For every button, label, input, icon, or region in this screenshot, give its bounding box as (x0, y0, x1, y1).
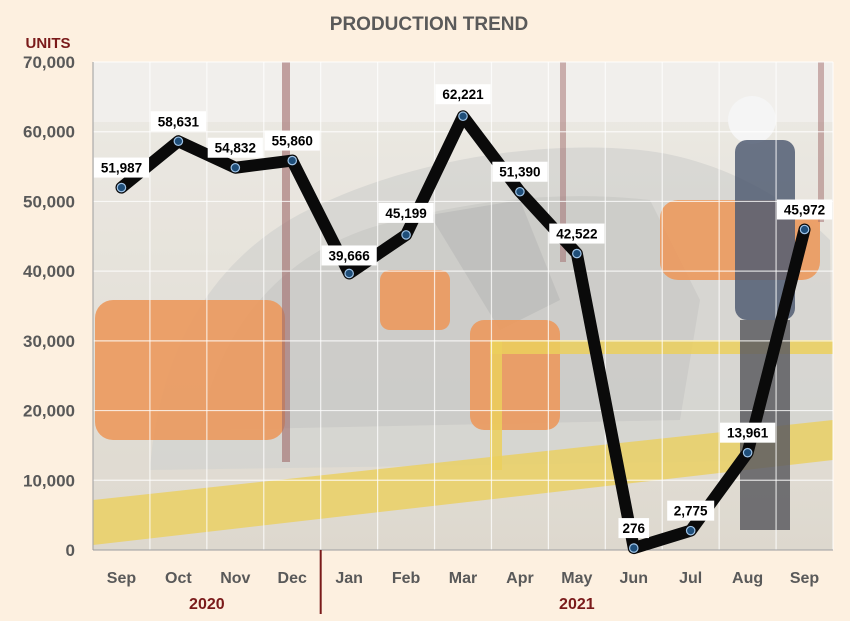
y-tick-label: 50,000 (23, 192, 75, 211)
x-tick-label: Apr (506, 570, 534, 587)
data-label-text: 62,221 (442, 87, 484, 102)
data-label: 58,631 (150, 111, 206, 132)
data-label-box (321, 245, 377, 266)
y-tick-label: 60,000 (23, 123, 75, 142)
x-tick-label: Aug (732, 570, 763, 587)
data-point-marker (742, 447, 753, 458)
x-tick-label: Feb (392, 570, 421, 587)
data-label: 39,666 (321, 245, 377, 266)
data-label-text: 39,666 (329, 248, 371, 263)
data-label-text: 2,775 (674, 504, 708, 519)
data-label-text: 13,961 (727, 426, 769, 441)
data-label-box (150, 111, 206, 132)
data-point-marker (685, 525, 696, 536)
data-label-text: 276 (623, 521, 646, 536)
y-axis-unit-label: UNITS (26, 35, 71, 52)
y-tick-label: 0 (66, 541, 75, 560)
data-point-marker (515, 186, 525, 197)
y-tick-label: 70,000 (23, 53, 75, 72)
data-point-marker (173, 136, 184, 147)
x-tick-label: May (561, 570, 592, 587)
data-label-box (93, 157, 150, 178)
data-point-marker (799, 224, 810, 235)
data-label: 62,221 (435, 84, 491, 105)
data-point-marker (116, 182, 127, 193)
y-tick-label: 20,000 (23, 402, 75, 421)
data-label-text: 55,860 (272, 134, 313, 149)
x-tick-label: Oct (165, 570, 192, 587)
data-label-box (549, 223, 605, 244)
data-label: 54,832 (207, 137, 263, 158)
data-label-text: 45,972 (784, 203, 825, 218)
data-label: 13,961 (720, 422, 776, 443)
data-point-marker (458, 111, 468, 122)
data-label-text: 51,987 (101, 161, 142, 176)
x-tick-label: Mar (449, 570, 477, 587)
factory-photo-background (93, 62, 833, 550)
data-label-box (667, 500, 715, 521)
data-point-marker (572, 248, 582, 259)
data-label-text: 51,390 (499, 165, 540, 180)
x-tick-label: Jan (335, 570, 363, 587)
data-label-box (264, 130, 320, 151)
data-label-text: 54,832 (215, 141, 256, 156)
data-point-marker (401, 230, 411, 240)
production-series (115, 110, 811, 555)
data-label-text: 45,199 (385, 206, 426, 221)
x-tick-label: Dec (278, 570, 307, 587)
data-label-box (207, 137, 263, 158)
data-label: 55,860 (264, 130, 320, 151)
x-tick-label: Sep (790, 570, 820, 587)
y-tick-label: 30,000 (23, 332, 75, 351)
data-label-text: 58,631 (158, 114, 200, 129)
data-label-box (776, 199, 833, 220)
year-label: 2020 (189, 596, 225, 613)
x-tick-label: Nov (220, 570, 250, 587)
y-tick-labels: 0 10,000 20,000 30,000 40,000 50,000 60,000 70,… (23, 53, 75, 560)
x-tick-label: Jul (679, 570, 702, 587)
data-label: 42,522 (549, 223, 605, 244)
data-label-box (618, 518, 650, 539)
year-group-labels: 2020 2021 (189, 596, 595, 613)
data-label-box (378, 202, 434, 223)
data-label: 45,199 (378, 202, 434, 223)
data-label-box (435, 84, 491, 105)
data-point-marker (287, 155, 298, 166)
x-tick-label: Sep (107, 570, 137, 587)
data-label-box (492, 161, 548, 182)
data-label: 2,775 (667, 500, 715, 521)
data-point-marker (344, 268, 354, 279)
data-label-box (720, 422, 776, 443)
x-tick-label: Jun (620, 570, 648, 587)
data-label: 276 (618, 518, 650, 539)
x-tick-labels: Sep Oct Nov Dec Jan Feb Mar Apr May Jun Jul Aug Sep (107, 570, 820, 587)
year-label: 2021 (559, 596, 595, 613)
y-tick-label: 40,000 (23, 262, 75, 281)
chart-title: PRODUCTION TREND (330, 14, 528, 35)
data-labels: 51,987 58,631 54,832 55,860 39,666 45,199 62,2… (93, 84, 833, 539)
data-point-marker (628, 543, 639, 553)
y-tick-label: 10,000 (23, 471, 75, 490)
data-point-marker (230, 162, 241, 173)
data-label: 51,987 (93, 157, 150, 178)
data-label: 45,972 (776, 199, 833, 220)
data-label: 51,390 (492, 161, 548, 182)
data-label-text: 42,522 (556, 227, 597, 242)
